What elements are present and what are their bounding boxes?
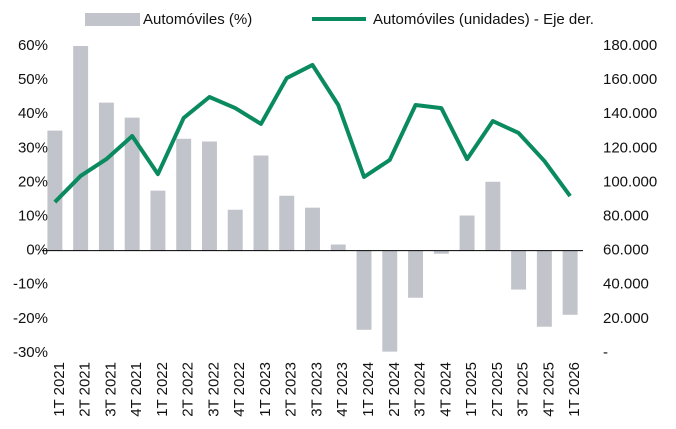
x-tick-label: 4T 2021 xyxy=(128,362,145,417)
bar xyxy=(459,215,475,251)
bar xyxy=(176,138,192,251)
bar xyxy=(98,102,114,251)
y-tick-label: -10% xyxy=(13,276,48,293)
bar xyxy=(253,155,269,251)
bar xyxy=(150,190,166,251)
bar xyxy=(201,141,217,251)
y2-tick-label: 140.000 xyxy=(603,105,657,122)
bar xyxy=(562,250,578,315)
y2-tick-label: 20.000 xyxy=(603,310,649,327)
bar xyxy=(330,244,346,251)
x-tick-label: 3T 2023 xyxy=(308,362,325,417)
x-tick-label: 4T 2022 xyxy=(231,362,248,417)
y-tick-label: 30% xyxy=(18,139,48,156)
x-tick-label: 3T 2021 xyxy=(102,362,119,417)
bar xyxy=(227,209,243,251)
x-tick-label: 2T 2021 xyxy=(77,362,94,417)
y-tick-label: 10% xyxy=(18,208,48,225)
x-tick-label: 1T 2021 xyxy=(51,362,68,417)
bar xyxy=(536,250,552,327)
x-tick-label: 1T 2023 xyxy=(257,362,274,417)
legend-label: Automóviles (unidades) - Eje der. xyxy=(373,11,594,28)
x-tick-label: 2T 2024 xyxy=(386,362,403,417)
bar xyxy=(73,46,89,251)
bar xyxy=(382,250,398,352)
x-tick-label: 2T 2025 xyxy=(489,362,506,417)
y2-tick-label: 160.000 xyxy=(603,71,657,88)
x-tick-label: 1T 2024 xyxy=(360,362,377,417)
y-tick-label: 0% xyxy=(26,242,48,259)
y-tick-label: 40% xyxy=(18,105,48,122)
y-tick-label: -30% xyxy=(13,344,48,361)
legend-swatch xyxy=(85,13,140,26)
y2-tick-label: - xyxy=(603,344,608,361)
x-tick-label: 2T 2023 xyxy=(283,362,300,417)
line xyxy=(53,62,572,204)
bar xyxy=(305,207,320,251)
y-tick-label: 20% xyxy=(18,173,48,190)
bar xyxy=(279,195,295,251)
bar xyxy=(356,250,372,330)
x-tick-label: 3T 2024 xyxy=(412,362,429,417)
x-tick-label: 4T 2025 xyxy=(540,362,557,417)
bar xyxy=(433,250,449,254)
bar xyxy=(485,181,501,251)
x-tick-label: 3T 2025 xyxy=(515,362,532,417)
x-tick-label: 1T 2026 xyxy=(566,362,583,417)
x-tick-label: 1T 2022 xyxy=(154,362,171,417)
x-tick-label: 4T 2023 xyxy=(334,362,351,417)
y-tick-label: 60% xyxy=(18,37,48,54)
x-tick-label: 3T 2022 xyxy=(205,362,222,417)
y-tick-label: 50% xyxy=(18,71,48,88)
y-tick-label: -20% xyxy=(13,310,48,327)
bar xyxy=(511,250,527,290)
bar xyxy=(408,250,424,298)
x-tick-label: 4T 2024 xyxy=(437,362,454,417)
bar xyxy=(124,117,140,251)
y2-tick-label: 100.000 xyxy=(603,173,657,190)
y2-tick-label: 80.000 xyxy=(603,208,649,225)
y2-tick-label: 120.000 xyxy=(603,139,657,156)
y2-tick-label: 40.000 xyxy=(603,276,649,293)
x-tick-label: 2T 2022 xyxy=(180,362,197,417)
x-tick-label: 1T 2025 xyxy=(463,362,480,417)
y2-tick-label: 180.000 xyxy=(603,37,657,54)
y2-tick-label: 60.000 xyxy=(603,242,649,259)
bar xyxy=(47,130,63,251)
legend-label: Automóviles (%) xyxy=(143,11,252,28)
